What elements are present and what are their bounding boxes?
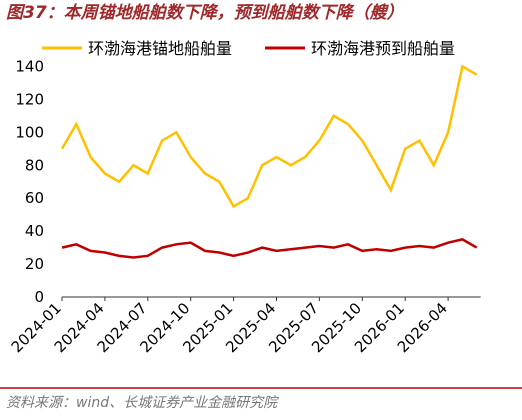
source-note: 资料来源：wind、长城证券产业金融研究院 xyxy=(6,395,279,411)
y-tick-label: 100 xyxy=(15,123,44,141)
data-line xyxy=(60,64,478,209)
y-tick-label: 140 xyxy=(15,57,44,75)
y-tick-label: 80 xyxy=(25,156,44,174)
y-tick-label: 60 xyxy=(25,189,44,207)
y-tick-label: 40 xyxy=(25,222,44,240)
legend-label: 环渤海港预到船舶量 xyxy=(311,39,455,58)
legend-label: 环渤海港锚地船舶量 xyxy=(88,39,232,58)
chart-title: 图37：本周锚地船舶数下降，预到船舶数下降（艘） xyxy=(6,3,404,23)
data-line xyxy=(61,238,478,259)
y-tick-label: 0 xyxy=(34,288,44,306)
y-tick-label: 120 xyxy=(15,90,44,108)
y-tick-label: 20 xyxy=(25,255,44,273)
